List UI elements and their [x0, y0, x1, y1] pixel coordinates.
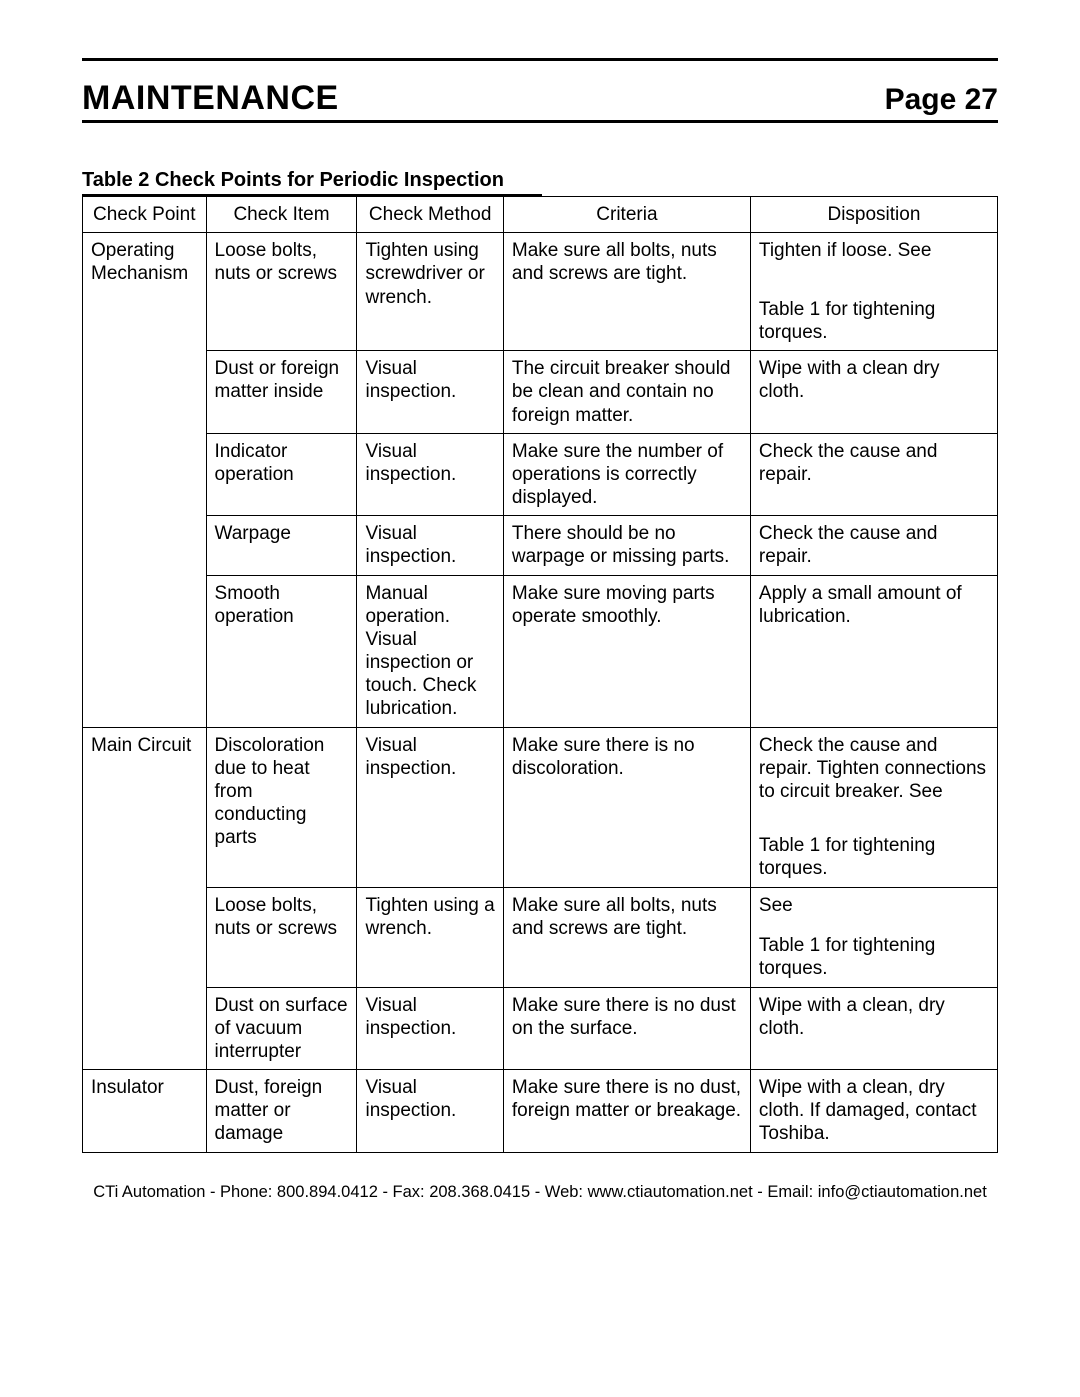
- table-caption: Table 2 Check Points for Periodic Inspec…: [82, 169, 542, 196]
- cell-disposition: Check the cause and repair.: [750, 433, 997, 516]
- table-header-row: Check Point Check Item Check Method Crit…: [83, 197, 998, 233]
- page-number: Page 27: [885, 83, 998, 117]
- table-row: Operating Mechanism Loose bolts, nuts or…: [83, 233, 998, 351]
- cell-item: Smooth operation: [206, 575, 357, 727]
- table-row: Dust on surface of vacuum interrupter Vi…: [83, 987, 998, 1070]
- inspection-table: Check Point Check Item Check Method Crit…: [82, 196, 998, 1153]
- disp-bottom: Table 1 for tightening torques.: [759, 834, 989, 880]
- table-row: Loose bolts, nuts or screws Tighten usin…: [83, 887, 998, 987]
- table-row: Warpage Visual inspection. There should …: [83, 516, 998, 575]
- page-title: MAINTENANCE: [82, 79, 339, 118]
- cell-criteria: There should be no warpage or missing pa…: [503, 516, 750, 575]
- col-criteria: Criteria: [503, 197, 750, 233]
- cell-item: Dust, foreign matter or damage: [206, 1070, 357, 1153]
- cell-criteria: Make sure there is no discoloration.: [503, 727, 750, 887]
- table-row: Smooth operation Manual operation. Visua…: [83, 575, 998, 727]
- cell-item: Warpage: [206, 516, 357, 575]
- top-rule: [82, 58, 998, 61]
- cell-disposition: Wipe with a clean, dry cloth. If damaged…: [750, 1070, 997, 1153]
- table-row: Indicator operation Visual inspection. M…: [83, 433, 998, 516]
- cell-item: Discoloration due to heat from conductin…: [206, 727, 357, 887]
- col-disposition: Disposition: [750, 197, 997, 233]
- cell-criteria: Make sure all bolts, nuts and screws are…: [503, 233, 750, 351]
- cell-check-point: Main Circuit: [83, 727, 207, 1070]
- cell-method: Visual inspection.: [357, 351, 503, 434]
- cell-disposition: Tighten if loose. See Table 1 for tighte…: [750, 233, 997, 351]
- disp-top: Check the cause and repair. Tighten conn…: [759, 734, 989, 804]
- cell-criteria: Make sure there is no dust, foreign matt…: [503, 1070, 750, 1153]
- cell-method: Visual inspection.: [357, 516, 503, 575]
- cell-disposition: See Table 1 for tightening torques.: [750, 887, 997, 987]
- col-check-item: Check Item: [206, 197, 357, 233]
- cell-method: Manual operation. Visual inspection or t…: [357, 575, 503, 727]
- cell-disposition: Apply a small amount of lubrication.: [750, 575, 997, 727]
- cell-item: Indicator operation: [206, 433, 357, 516]
- cell-criteria: Make sure moving parts operate smoothly.: [503, 575, 750, 727]
- cell-item: Dust or foreign matter inside: [206, 351, 357, 434]
- header: MAINTENANCE Page 27: [82, 79, 998, 123]
- col-check-method: Check Method: [357, 197, 503, 233]
- cell-criteria: Make sure there is no dust on the surfac…: [503, 987, 750, 1070]
- cell-disposition: Check the cause and repair.: [750, 516, 997, 575]
- page: MAINTENANCE Page 27 Table 2 Check Points…: [0, 0, 1080, 1242]
- table-row: Main Circuit Discoloration due to heat f…: [83, 727, 998, 887]
- disp-top: Tighten if loose. See: [759, 239, 989, 262]
- cell-item: Loose bolts, nuts or screws: [206, 887, 357, 987]
- cell-item: Dust on surface of vacuum interrupter: [206, 987, 357, 1070]
- cell-method: Visual inspection.: [357, 987, 503, 1070]
- cell-method: Tighten using a wrench.: [357, 887, 503, 987]
- cell-method: Visual inspection.: [357, 1070, 503, 1153]
- table-row: Insulator Dust, foreign matter or damage…: [83, 1070, 998, 1153]
- col-check-point: Check Point: [83, 197, 207, 233]
- cell-disposition: Wipe with a clean dry cloth.: [750, 351, 997, 434]
- cell-criteria: Make sure the number of operations is co…: [503, 433, 750, 516]
- cell-disposition: Wipe with a clean, dry cloth.: [750, 987, 997, 1070]
- cell-check-point: Insulator: [83, 1070, 207, 1153]
- disp-bottom: Table 1 for tightening torques.: [759, 934, 989, 980]
- footer: CTi Automation - Phone: 800.894.0412 - F…: [82, 1183, 998, 1202]
- cell-method: Visual inspection.: [357, 433, 503, 516]
- cell-check-point: Operating Mechanism: [83, 233, 207, 727]
- cell-disposition: Check the cause and repair. Tighten conn…: [750, 727, 997, 887]
- disp-top: See: [759, 894, 989, 917]
- cell-item: Loose bolts, nuts or screws: [206, 233, 357, 351]
- disp-bottom: Table 1 for tightening torques.: [759, 298, 989, 344]
- cell-criteria: The circuit breaker should be clean and …: [503, 351, 750, 434]
- cell-criteria: Make sure all bolts, nuts and screws are…: [503, 887, 750, 987]
- table-row: Dust or foreign matter inside Visual ins…: [83, 351, 998, 434]
- cell-method: Tighten using screwdriver or wrench.: [357, 233, 503, 351]
- cell-method: Visual inspection.: [357, 727, 503, 887]
